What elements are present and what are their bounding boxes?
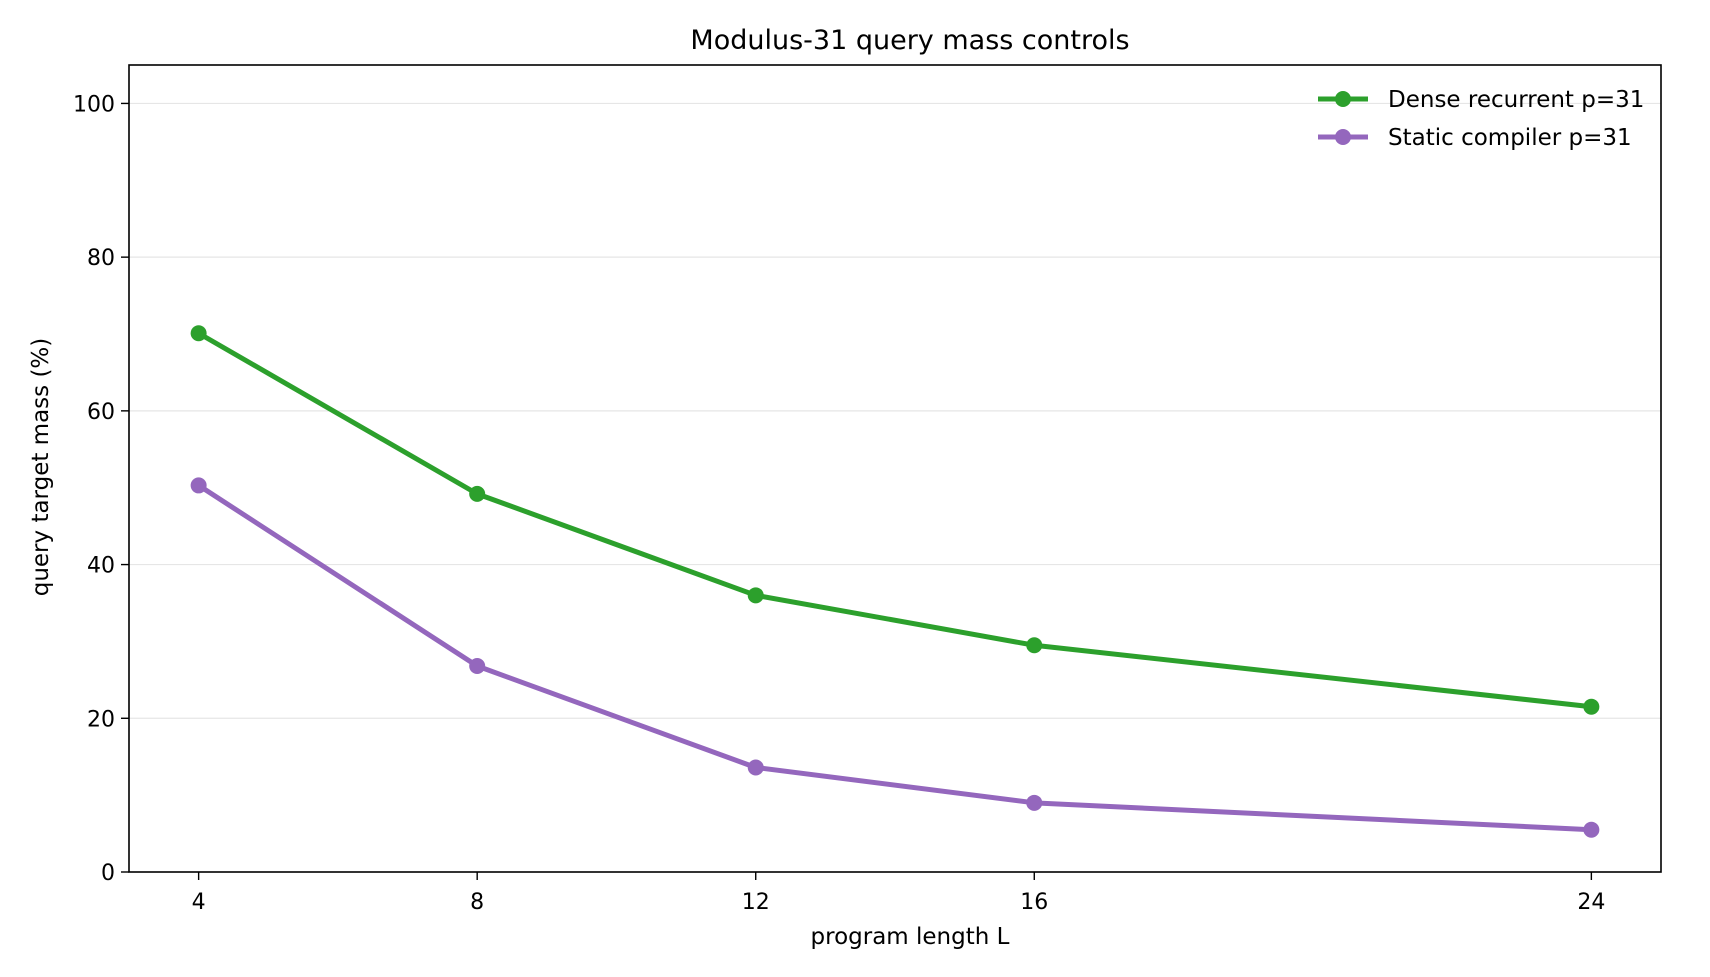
plot-area-frame xyxy=(128,64,1662,873)
series-2 xyxy=(190,477,1600,838)
y-axis-label: query target mass (%) xyxy=(28,338,54,597)
x-tick-label: 16 xyxy=(1020,890,1048,915)
series-1 xyxy=(190,325,1600,715)
data-point xyxy=(469,658,486,675)
data-point xyxy=(469,485,486,502)
y-axis-ticks: 0 20 40 60 80 100 xyxy=(73,92,129,886)
data-point xyxy=(1583,698,1600,715)
legend-swatch-marker xyxy=(1335,91,1351,107)
y-tick-label: 80 xyxy=(87,246,115,271)
legend-label: Static compiler p=31 xyxy=(1388,125,1632,151)
x-axis-label: program length L xyxy=(811,924,1010,950)
x-axis-ticks: 4 8 12 16 24 xyxy=(192,872,1605,915)
legend-swatch-marker xyxy=(1335,129,1351,145)
data-point xyxy=(747,587,764,604)
y-tick-label: 60 xyxy=(87,400,115,425)
x-tick-label: 8 xyxy=(470,890,484,915)
data-point xyxy=(747,759,764,776)
data-point xyxy=(190,325,207,342)
x-tick-label: 12 xyxy=(742,890,770,915)
y-tick-label: 0 xyxy=(101,861,115,886)
y-tick-label: 100 xyxy=(73,92,115,117)
x-tick-label: 24 xyxy=(1577,890,1605,915)
legend-item: Dense recurrent p=31 xyxy=(1318,87,1644,113)
data-point xyxy=(1026,794,1043,811)
series-layer xyxy=(190,325,1600,838)
data-point xyxy=(1026,637,1043,654)
grid-lines xyxy=(129,102,1661,719)
chart-title: Modulus-31 query mass controls xyxy=(690,25,1129,56)
data-point xyxy=(1583,821,1600,838)
data-point xyxy=(190,477,207,494)
x-tick-label: 4 xyxy=(192,890,206,915)
legend: Dense recurrent p=31 Static compiler p=31 xyxy=(1318,87,1644,151)
y-tick-label: 20 xyxy=(87,707,115,732)
y-tick-label: 40 xyxy=(87,554,115,579)
legend-item: Static compiler p=31 xyxy=(1318,125,1632,151)
legend-label: Dense recurrent p=31 xyxy=(1388,87,1644,113)
